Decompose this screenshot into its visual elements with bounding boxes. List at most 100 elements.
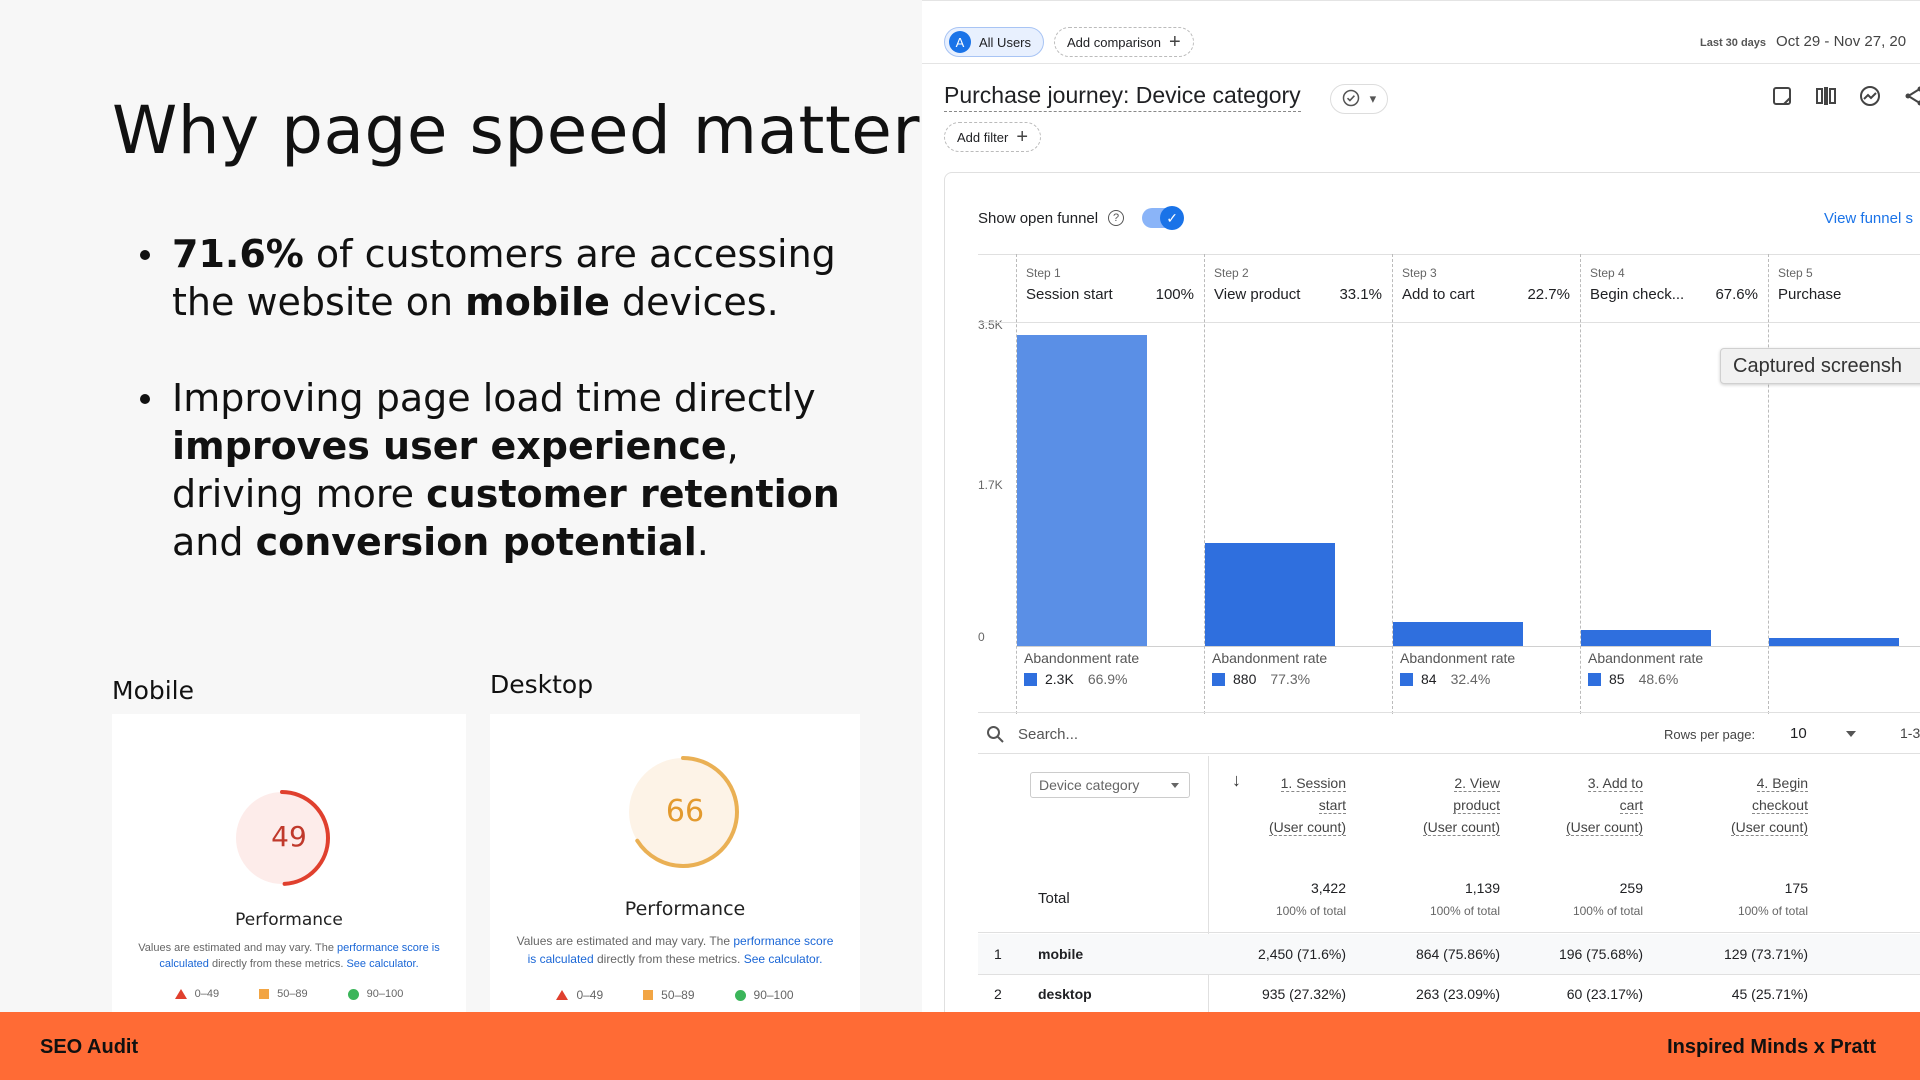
funnel-bar[interactable] (1769, 637, 1899, 646)
row-highlight (978, 934, 1920, 974)
step-header[interactable]: Step 2 View product 33.1% (1204, 254, 1392, 322)
abandonment-count: 84 (1421, 671, 1437, 687)
mobile-score: 49 (271, 820, 307, 853)
bullet-text: . (696, 520, 709, 564)
column-divider (1208, 756, 1209, 1012)
bullet-text: devices. (609, 280, 779, 324)
step-percent: 100% (1155, 286, 1194, 303)
analytics-screenshot: A All Users Add comparison + Last 30 day… (922, 0, 1920, 1012)
series-swatch (1212, 672, 1225, 686)
desktop-performance-label: Performance (624, 898, 746, 920)
row-divider (978, 974, 1920, 975)
step-header-border (978, 322, 1920, 323)
chevron-down-icon[interactable] (1846, 731, 1856, 737)
bullet-emphasis: 71.6% (172, 232, 304, 276)
funnel-bar[interactable] (1017, 335, 1147, 646)
column-header[interactable]: Purcha(Ucou (1818, 772, 1920, 838)
good-circle-icon (347, 988, 359, 1000)
table-cell: 45 (25.71%) (1731, 986, 1808, 1002)
step-header[interactable]: Step 4 Begin check... 67.6% (1580, 254, 1768, 322)
row-device-name[interactable]: mobile (1038, 946, 1084, 962)
mobile-note: Values are estimated and may vary. The p… (138, 942, 440, 970)
bullet-list: 71.6% of customers are accessing the web… (140, 230, 880, 614)
step-divider (1580, 254, 1581, 714)
help-icon[interactable]: ? (1108, 210, 1125, 226)
all-users-chip[interactable]: A All Users (944, 27, 1045, 57)
bullet-text: of customers are accessing the website o… (172, 232, 836, 324)
abandonment-label: Abandonment rate (1588, 650, 1704, 666)
sort-arrow-down-icon[interactable]: ↓ (1232, 770, 1241, 790)
y-tick-label: 0 (978, 630, 985, 644)
table-cell: 60 (23.17%) (1566, 986, 1643, 1002)
insights-icon[interactable] (1858, 84, 1882, 108)
step-name: Add to cart (1402, 286, 1475, 303)
series-swatch (1400, 672, 1413, 686)
share-icon[interactable] (1902, 84, 1920, 108)
abandonment-percent: 66.9% (1087, 671, 1128, 687)
abandonment-count: 880 (1233, 671, 1257, 687)
search-input[interactable]: Search... (1018, 726, 1079, 743)
step-number: Step 3 (1402, 266, 1437, 280)
see-calculator-link[interactable]: See calculator. (346, 958, 419, 970)
bullet-text: and (172, 520, 256, 564)
step-header[interactable]: Step 5Purchase5 (1768, 254, 1920, 322)
dimension-select[interactable]: Device category (1030, 772, 1190, 798)
edit-report-icon[interactable] (1770, 84, 1794, 108)
abandonment-percent: 48.6% (1638, 671, 1679, 687)
mobile-performance-label: Performance (235, 910, 343, 930)
good-circle-icon (734, 989, 746, 1001)
poor-triangle-icon (556, 990, 569, 1000)
total-label: Total (1038, 890, 1070, 907)
bullet-emphasis: conversion potential (255, 520, 697, 564)
desktop-score: 66 (665, 794, 705, 829)
bullet-emphasis: mobile (465, 280, 610, 324)
desktop-performance-card: 66 Performance Values are estimated and … (490, 714, 860, 1012)
segment-badge: A (949, 31, 971, 53)
step-header[interactable]: Step 3 Add to cart 22.7% (1392, 254, 1580, 322)
open-funnel-toggle[interactable]: ✓ (1142, 206, 1185, 230)
report-title[interactable]: Purchase journey: Device category (944, 82, 1301, 112)
row-device-name[interactable]: desktop (1038, 986, 1092, 1002)
add-filter-button[interactable]: Add filter + (944, 122, 1041, 152)
abandonment-percent: 32.4% (1450, 671, 1491, 687)
table-cell: 62 (68.8 (1818, 946, 1920, 962)
bullet-emphasis: improves user experience (172, 424, 727, 468)
total-share: 100% of t (1818, 904, 1920, 918)
table-cell: 129 (73.71%) (1723, 946, 1808, 962)
series-swatch (1588, 672, 1601, 686)
total-share: 100% of total (1275, 904, 1346, 918)
bullet-text: Improving page load time directly (172, 376, 816, 420)
column-header[interactable]: 1. Session start (User count) (1268, 775, 1346, 836)
pagination-range: 1-3 (1900, 725, 1920, 741)
add-comparison-button[interactable]: Add comparison + (1054, 27, 1194, 57)
step-number: Step 2 (1214, 266, 1249, 280)
funnel-bar[interactable] (1393, 622, 1523, 646)
funnel-bar[interactable] (1205, 542, 1335, 646)
rows-per-page-select[interactable]: 10 (1790, 725, 1807, 742)
bullet-text: , driving more (172, 424, 739, 516)
step-name: View product (1214, 286, 1301, 303)
series-swatch (1024, 672, 1037, 686)
abandonment-count: 85 (1609, 671, 1625, 687)
mobile-score-gauge (234, 790, 330, 886)
performance-score-link[interactable]: performance score is calculated (159, 942, 440, 970)
report-status-dropdown[interactable]: ▾ (1330, 84, 1388, 114)
plus-icon: + (1168, 31, 1181, 53)
date-range[interactable]: Last 30 days Oct 29 - Nov 27, 20 (1700, 33, 1907, 50)
table-cell: 2,450 (71.6%) (1258, 946, 1346, 962)
compare-columns-icon[interactable] (1814, 84, 1838, 108)
performance-score-link[interactable]: performance score is calculated (527, 934, 834, 966)
funnel-bar[interactable] (1581, 630, 1711, 646)
column-header[interactable]: 2. View product (User count) (1422, 775, 1500, 836)
view-funnel-link[interactable]: View funnel s (1824, 210, 1913, 227)
step-header[interactable]: Step 1 Session start 100% (1016, 254, 1204, 322)
step-divider (1392, 254, 1393, 714)
step-name: Begin check... (1590, 286, 1685, 303)
chart-top-border (978, 254, 1920, 255)
column-header[interactable]: 3. Add to cart (User count) (1565, 775, 1643, 836)
check-circle-icon (1342, 89, 1360, 110)
column-header[interactable]: 4. Begin checkout (User count) (1730, 775, 1808, 836)
see-calculator-link[interactable]: See calculator. (743, 952, 823, 966)
rows-per-page-label: Rows per page: (1664, 727, 1756, 742)
mobile-performance-card: 49 Performance Values are estimated and … (112, 714, 466, 1012)
